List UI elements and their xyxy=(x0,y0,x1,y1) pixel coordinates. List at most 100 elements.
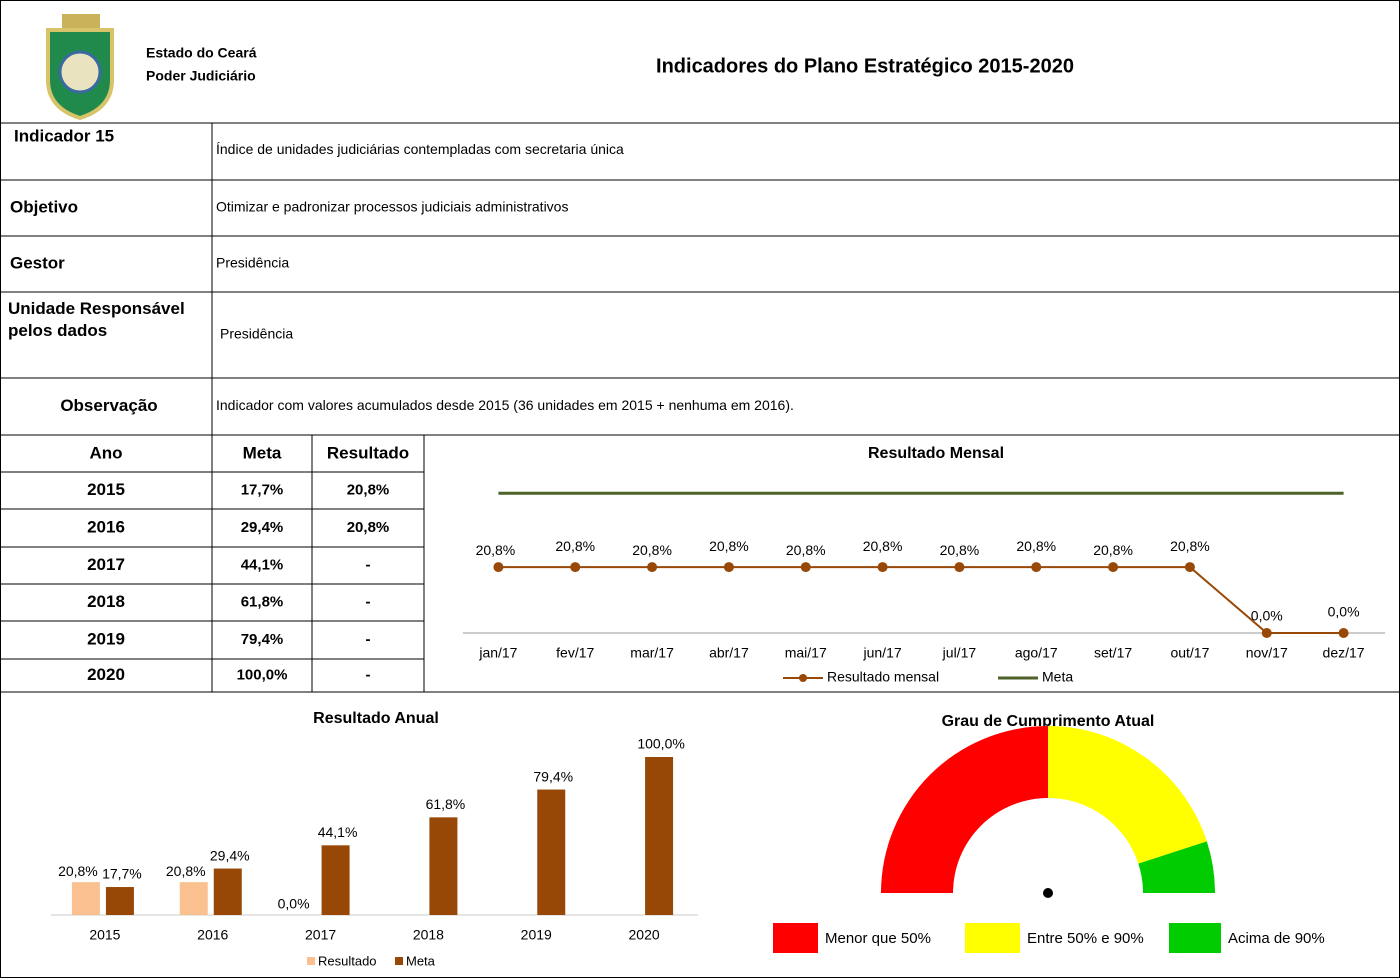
gauge-segment xyxy=(1138,841,1215,893)
point xyxy=(1261,628,1272,638)
bar xyxy=(429,817,458,915)
branch: Poder Judiciário xyxy=(146,68,256,84)
table-cell: - xyxy=(366,556,371,573)
x-tick-label: mar/17 xyxy=(630,645,674,661)
table-cell: - xyxy=(366,631,371,648)
bar xyxy=(213,868,242,915)
chart-title: Resultado Anual xyxy=(313,710,439,727)
annual-table: Ano Meta Resultado 2015 17,7% 20,8% 2016 29,4% 2… xyxy=(0,435,1400,693)
bar xyxy=(537,789,566,915)
table-cell: 29,4% xyxy=(241,519,284,536)
data-label: 29,4% xyxy=(210,847,250,863)
x-tick-label: 2016 xyxy=(197,927,228,943)
info-label: Indicador 15 xyxy=(14,126,114,145)
info-label: Gestor xyxy=(10,253,65,272)
x-tick-label: jun/17 xyxy=(863,645,902,661)
x-tick-label: nov/17 xyxy=(1246,645,1288,661)
bar xyxy=(105,887,134,915)
info-text: Presidência xyxy=(216,255,289,271)
legend-swatch xyxy=(1169,923,1221,953)
x-tick-label: 2019 xyxy=(521,927,552,943)
legend-label: Meta xyxy=(406,953,436,968)
table-header: Meta xyxy=(243,443,282,462)
legend-swatch xyxy=(307,957,315,965)
x-tick-label: jan/17 xyxy=(478,645,517,661)
info-text: Indicador com valores acumulados desde 2… xyxy=(216,397,794,413)
x-tick-label: 2017 xyxy=(305,927,336,943)
table-cell: 2018 xyxy=(87,592,125,611)
legend-label: Entre 50% e 90% xyxy=(1027,930,1144,947)
data-label: 0,0% xyxy=(278,896,310,912)
point xyxy=(1108,562,1119,573)
table-header: Resultado xyxy=(327,443,409,462)
point xyxy=(1031,562,1042,573)
data-label: 20,8% xyxy=(709,538,749,554)
series-line xyxy=(498,566,1344,634)
table-header: Ano xyxy=(89,443,122,462)
point xyxy=(1184,562,1195,573)
point xyxy=(1338,628,1349,638)
legend-swatch xyxy=(965,923,1020,953)
point xyxy=(723,562,734,573)
info-label: Unidade Responsável pelos dados xyxy=(8,299,185,340)
data-label: 20,8% xyxy=(555,538,595,554)
legend-label: Menor que 50% xyxy=(825,930,931,947)
info-label: Unidade Responsável pelos dados xyxy=(8,299,185,340)
data-label: 0,0% xyxy=(1328,604,1360,620)
table-cell: - xyxy=(366,593,371,610)
data-label: 20,8% xyxy=(1016,538,1056,554)
data-label: 0,0% xyxy=(1251,608,1283,624)
gauge-segment xyxy=(1048,726,1207,864)
chart-title: Grau de Cumprimento Atual xyxy=(942,713,1155,730)
x-tick-label: abr/17 xyxy=(709,645,749,661)
data-label: 20,8% xyxy=(166,863,206,879)
gauge-segment xyxy=(881,726,1048,893)
data-label: 20,8% xyxy=(58,863,98,879)
data-label: 20,8% xyxy=(632,542,672,558)
point xyxy=(647,562,658,573)
x-tick-label: dez/17 xyxy=(1323,645,1365,661)
legend-label: Resultado mensal xyxy=(827,669,939,685)
point xyxy=(877,562,888,573)
x-tick-label: fev/17 xyxy=(556,645,594,661)
state: Estado do Ceará xyxy=(146,45,257,61)
table-cell: 79,4% xyxy=(241,631,284,648)
x-tick-label: ago/17 xyxy=(1015,645,1058,661)
data-label: 20,8% xyxy=(863,538,903,554)
legend-label: Resultado xyxy=(318,953,377,968)
data-label: 44,1% xyxy=(318,824,358,840)
table-cell: 2020 xyxy=(87,665,125,684)
data-label: 20,8% xyxy=(1093,542,1133,558)
point xyxy=(493,562,504,573)
bar xyxy=(71,882,100,915)
x-tick-label: jul/17 xyxy=(942,645,977,661)
emblem xyxy=(46,14,114,121)
point xyxy=(800,562,811,573)
info-text: Presidência xyxy=(220,326,293,342)
charts: Resultado Mensal jan/17 fev/17 mar/17 abr/17… xyxy=(51,445,1385,968)
info-text: Índice de unidades judiciárias contempla… xyxy=(216,141,624,157)
table-cell: 2017 xyxy=(87,555,125,574)
data-label: 20,8% xyxy=(1170,538,1210,554)
bar xyxy=(645,757,674,915)
table-cell: 61,8% xyxy=(241,593,284,610)
data-label: 20,8% xyxy=(476,542,516,558)
x-tick-label: mai/17 xyxy=(785,645,827,661)
legend-swatch xyxy=(395,957,403,965)
x-tick-label: out/17 xyxy=(1170,645,1209,661)
data-label: 61,8% xyxy=(426,796,466,812)
gauge-pivot xyxy=(1043,888,1053,898)
bar xyxy=(321,845,350,915)
x-tick-label: 2020 xyxy=(629,927,660,943)
chart-title: Resultado Mensal xyxy=(868,445,1004,462)
table-cell: 100,0% xyxy=(237,666,288,683)
table-cell: 20,8% xyxy=(347,481,390,498)
info-label: Objetivo xyxy=(10,197,78,216)
data-label: 20,8% xyxy=(786,542,826,558)
x-tick-label: set/17 xyxy=(1094,645,1132,661)
legend-swatch xyxy=(799,674,807,682)
table-cell: 44,1% xyxy=(241,556,284,573)
data-label: 79,4% xyxy=(533,768,573,784)
data-label: 100,0% xyxy=(637,736,684,752)
